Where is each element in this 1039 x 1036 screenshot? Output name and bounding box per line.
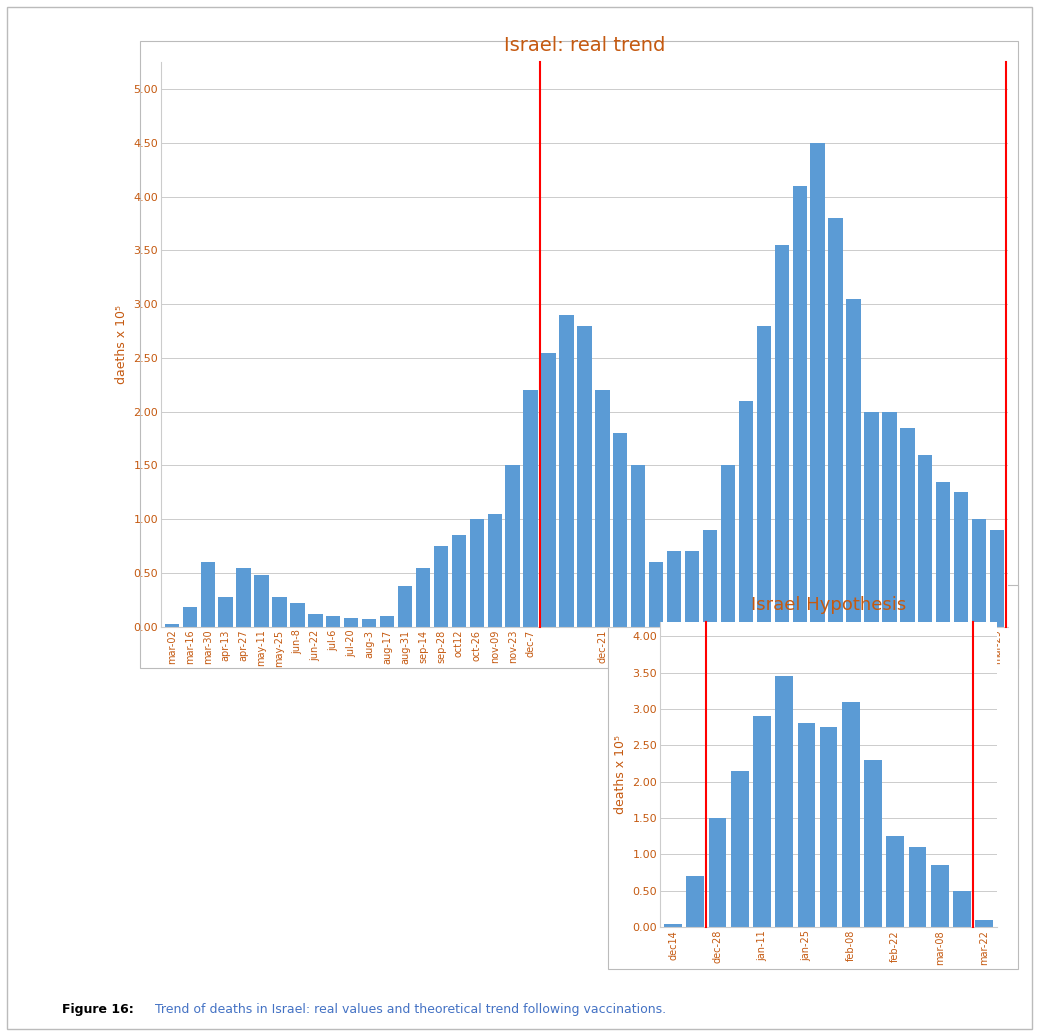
Bar [931, 865, 949, 927]
Bar [631, 465, 645, 627]
Bar [753, 716, 771, 927]
Bar [416, 568, 430, 627]
Bar [470, 519, 484, 627]
Bar [344, 618, 358, 627]
Bar [326, 616, 341, 627]
Y-axis label: deaths x 10⁵: deaths x 10⁵ [614, 735, 627, 814]
Bar [649, 563, 663, 627]
Text: Trend of deaths in Israel: real values and theoretical trend following vaccinati: Trend of deaths in Israel: real values a… [151, 1003, 666, 1015]
Bar [524, 391, 538, 627]
Bar [886, 836, 904, 927]
Bar [667, 551, 682, 627]
Bar [864, 759, 882, 927]
Bar [164, 624, 179, 627]
Bar [820, 727, 837, 927]
Bar [255, 575, 269, 627]
Bar [183, 607, 197, 627]
Bar [847, 298, 860, 627]
Bar [487, 514, 502, 627]
Bar [201, 563, 215, 627]
Bar [900, 428, 914, 627]
Bar [918, 455, 932, 627]
Bar [237, 568, 250, 627]
Bar [433, 546, 448, 627]
Bar [730, 771, 749, 927]
Bar [756, 325, 771, 627]
Bar [775, 677, 793, 927]
Bar [739, 401, 753, 627]
Bar [709, 818, 726, 927]
Bar [775, 244, 789, 627]
Bar [908, 847, 927, 927]
Bar [828, 219, 843, 627]
Bar [559, 315, 574, 627]
Bar [953, 891, 970, 927]
Bar [798, 723, 816, 927]
Bar [452, 536, 467, 627]
Bar [380, 616, 394, 627]
Bar [864, 411, 879, 627]
Bar [971, 519, 986, 627]
Bar [954, 492, 968, 627]
Bar [990, 530, 1005, 627]
Bar [687, 876, 704, 927]
Bar [976, 920, 993, 927]
Bar [936, 482, 951, 627]
Bar [595, 391, 610, 627]
Y-axis label: daeths x 10⁵: daeths x 10⁵ [115, 305, 128, 384]
Bar [613, 433, 628, 627]
Bar [272, 597, 287, 627]
Bar [702, 530, 717, 627]
Title: Israel Hypothesis: Israel Hypothesis [751, 597, 906, 614]
Title: Israel: real trend: Israel: real trend [504, 36, 665, 55]
Bar [506, 465, 520, 627]
Bar [218, 597, 233, 627]
Bar [793, 185, 807, 627]
Bar [309, 614, 322, 627]
Bar [578, 325, 591, 627]
Bar [842, 701, 859, 927]
Bar [664, 923, 682, 927]
Bar [685, 551, 699, 627]
Bar [362, 620, 376, 627]
Bar [290, 603, 304, 627]
Bar [721, 465, 736, 627]
Bar [810, 143, 825, 627]
Bar [882, 411, 897, 627]
Bar [398, 586, 412, 627]
Text: Figure 16:: Figure 16: [62, 1003, 134, 1015]
Bar [541, 352, 556, 627]
